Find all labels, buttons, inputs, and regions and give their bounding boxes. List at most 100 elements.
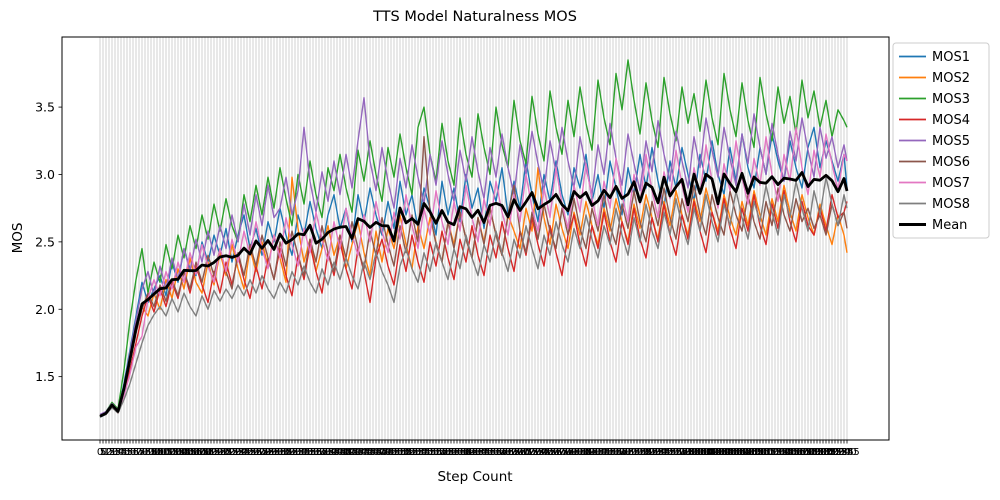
x-tick-label: 495 <box>387 447 406 458</box>
x-tick-label: 1185 <box>798 447 823 458</box>
x-tick-label: 1230 <box>825 447 850 458</box>
x-tick-label: 260 <box>246 447 265 458</box>
x-tick-label: 25 <box>109 447 122 458</box>
legend-label-mos5: MOS5 <box>932 134 970 149</box>
x-tick-label: 165 <box>189 447 208 458</box>
x-tick-label: 440 <box>354 447 373 458</box>
x-tick-label: 1085 <box>738 447 763 458</box>
x-tick-label: 250 <box>240 447 259 458</box>
x-tick-label: 765 <box>549 447 568 458</box>
x-tick-label: 560 <box>426 447 445 458</box>
x-tick-label: 45 <box>121 447 134 458</box>
x-tick-label: 400 <box>330 447 349 458</box>
legend: MOS1 MOS2 MOS3 MOS4 MOS5 MOS6 MOS7 MOS8 Mean <box>892 42 990 239</box>
x-tick-label: 190 <box>204 447 223 458</box>
x-tick-label: 505 <box>393 447 412 458</box>
x-tick-label: 1110 <box>753 447 778 458</box>
x-tick-label: 1140 <box>771 447 796 458</box>
x-tick-label: 1135 <box>768 447 793 458</box>
x-tick-label: 485 <box>381 447 400 458</box>
x-tick-label: 90 <box>148 447 161 458</box>
x-tick-label: 1115 <box>756 447 781 458</box>
x-tick-label: 1045 <box>714 447 739 458</box>
x-tick-label: 420 <box>342 447 361 458</box>
x-tick-label: 755 <box>543 447 562 458</box>
x-tick-label: 175 <box>195 447 214 458</box>
x-tick-label: 590 <box>444 447 463 458</box>
x-tick-label: 40 <box>118 447 131 458</box>
x-tick-label: 380 <box>318 447 337 458</box>
x-tick-label: 1075 <box>732 447 757 458</box>
y-axis-label: MOS <box>10 223 26 254</box>
x-tick-label: 1125 <box>762 447 787 458</box>
x-tick-label: 1225 <box>822 447 847 458</box>
x-tick-label: 155 <box>183 447 202 458</box>
legend-label-mos2: MOS2 <box>932 71 970 86</box>
x-tick-label: 855 <box>603 447 622 458</box>
x-tick-label: 915 <box>639 447 658 458</box>
x-tick-label: 835 <box>591 447 610 458</box>
x-tick-label: 1020 <box>699 447 724 458</box>
x-tick-label: 830 <box>588 447 607 458</box>
x-tick-label: 230 <box>228 447 247 458</box>
x-tick-label: 300 <box>270 447 289 458</box>
x-tick-label: 920 <box>642 447 661 458</box>
x-tick-label: 310 <box>276 447 295 458</box>
x-tick-label: 60 <box>130 447 143 458</box>
x-tick-label: 1235 <box>828 447 853 458</box>
x-tick-label: 540 <box>414 447 433 458</box>
x-tick-label: 55 <box>127 447 140 458</box>
x-tick-label: 145 <box>177 447 196 458</box>
x-tick-label: 985 <box>681 447 700 458</box>
x-tick-label: 1205 <box>810 447 835 458</box>
x-tick-label: 100 <box>150 447 169 458</box>
x-tick-label: 10 <box>100 447 113 458</box>
x-tick-label: 1210 <box>813 447 838 458</box>
x-tick-label: 510 <box>396 447 415 458</box>
x-tick-label: 350 <box>300 447 319 458</box>
x-tick-label: 820 <box>582 447 601 458</box>
x-tick-label: 725 <box>525 447 544 458</box>
x-tick-label: 35 <box>115 447 128 458</box>
x-tick-label: 635 <box>471 447 490 458</box>
x-tick-label: 135 <box>171 447 190 458</box>
x-tick-label: 280 <box>258 447 277 458</box>
axes-border <box>61 36 890 441</box>
x-tick-label: 285 <box>261 447 280 458</box>
x-tick-label: 1065 <box>726 447 751 458</box>
x-tick-label: 955 <box>663 447 682 458</box>
x-tick-label: 405 <box>333 447 352 458</box>
x-tick-label: 675 <box>495 447 514 458</box>
x-tick-label: 770 <box>552 447 571 458</box>
x-tick-label: 140 <box>174 447 193 458</box>
x-tick-label: 305 <box>273 447 292 458</box>
x-tick-label: 445 <box>357 447 376 458</box>
gridlines <box>99 37 848 440</box>
x-tick-label: 1145 <box>774 447 799 458</box>
x-tick-label: 1105 <box>750 447 775 458</box>
x-tick-label: 115 <box>159 447 178 458</box>
x-tick-label: 950 <box>660 447 679 458</box>
x-tick-label: 365 <box>309 447 328 458</box>
series-line-mos5 <box>99 96 848 416</box>
x-tick-label: 520 <box>402 447 421 458</box>
x-tick-label: 1190 <box>801 447 826 458</box>
x-tick-label: 240 <box>234 447 253 458</box>
x-tick-label: 660 <box>486 447 505 458</box>
series-line-mos8 <box>99 176 848 418</box>
x-tick-label: 95 <box>151 447 164 458</box>
x-tick-label: 975 <box>675 447 694 458</box>
x-tick-label: 320 <box>282 447 301 458</box>
x-tick-label: 185 <box>201 447 220 458</box>
x-tick-label: 810 <box>576 447 595 458</box>
x-tick-label: 265 <box>249 447 268 458</box>
x-tick-label: 1245 <box>834 447 859 458</box>
x-tick-label: 125 <box>165 447 184 458</box>
x-tick-label: 595 <box>447 447 466 458</box>
x-tick-label: 20 <box>106 447 119 458</box>
x-tick-label: 75 <box>139 447 152 458</box>
x-tick-label: 205 <box>213 447 232 458</box>
x-tick-label: 640 <box>474 447 493 458</box>
x-tick-label: 670 <box>492 447 511 458</box>
x-tick-label: 390 <box>324 447 343 458</box>
